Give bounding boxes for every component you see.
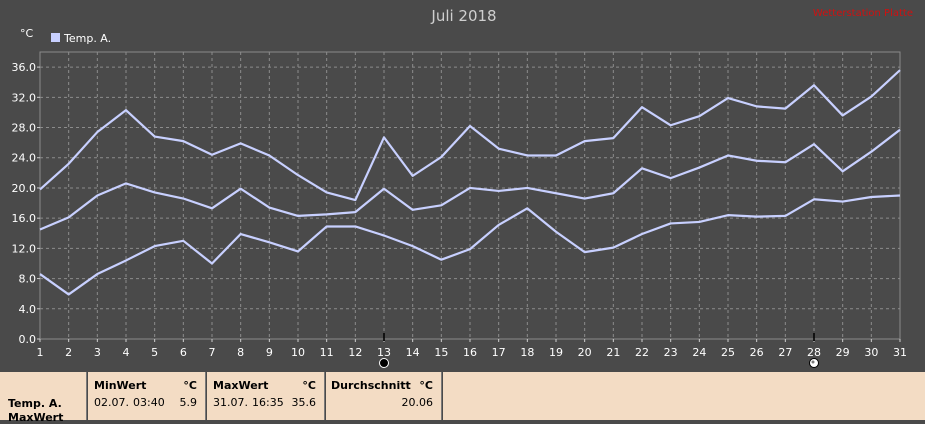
- legend-swatch: [51, 33, 60, 42]
- x-tick-label: 9: [266, 346, 273, 359]
- series-line-avg: [39, 128, 901, 231]
- x-tick-label: 1: [37, 346, 44, 359]
- x-tick-label: 13: [377, 346, 391, 359]
- full-moon-crater: [811, 360, 815, 364]
- chart-area: Juli 2018 Wetterstation Platte °C Temp. …: [12, 7, 913, 368]
- x-tick-label: 15: [434, 346, 448, 359]
- x-tick-label: 25: [721, 346, 735, 359]
- avg-title: Durchschnitt: [331, 379, 411, 392]
- avg-panel: Durchschnitt °C 20.06: [326, 372, 442, 420]
- x-tick-label: 22: [635, 346, 649, 359]
- x-tick-label: 19: [549, 346, 563, 359]
- x-tick-label: 20: [578, 346, 592, 359]
- min-time: 03:40: [133, 396, 165, 409]
- max-time: 16:35: [252, 396, 284, 409]
- plot-frame: [39, 51, 901, 340]
- max-date: 31.07.: [213, 396, 248, 409]
- max-unit: °C: [302, 379, 316, 392]
- x-tick-label: 31: [893, 346, 907, 359]
- x-tick-label: 12: [348, 346, 362, 359]
- min-panel: MinWert °C 02.07. 03:40 5.9: [88, 372, 206, 420]
- min-value: 5.9: [179, 396, 198, 409]
- min-title: MinWert: [94, 379, 147, 392]
- x-tick-label: 16: [463, 346, 477, 359]
- x-tick-label: 29: [836, 346, 850, 359]
- series-line-min: [39, 194, 901, 296]
- legend-label: Temp. A.: [63, 32, 111, 45]
- summary-label-panel: Temp. A. MaxWert: [0, 372, 87, 424]
- x-tick-label: 18: [520, 346, 534, 359]
- x-tick-label: 7: [209, 346, 216, 359]
- grid: [39, 51, 901, 340]
- x-tick-label: 4: [123, 346, 130, 359]
- x-tick-label: 24: [692, 346, 706, 359]
- new-moon-icon: [379, 358, 389, 368]
- y-tick-label: 12.0: [12, 242, 37, 255]
- y-tick-label: 0.0: [19, 333, 37, 346]
- x-tick-label: 30: [864, 346, 878, 359]
- summary-row-label: Temp. A.: [8, 397, 62, 410]
- x-tick-label: 6: [180, 346, 187, 359]
- y-tick-label: 32.0: [12, 91, 37, 104]
- y-tick-label: 24.0: [12, 152, 37, 165]
- x-tick-label: 23: [664, 346, 678, 359]
- x-tick-label: 21: [606, 346, 620, 359]
- summary-footer: Temp. A. MaxWert MinWert °C 02.07. 03:40…: [0, 370, 925, 424]
- y-tick-label: 28.0: [12, 122, 37, 135]
- moon-markers: [379, 333, 819, 368]
- x-tick-label: 10: [291, 346, 305, 359]
- x-tick-label: 27: [778, 346, 792, 359]
- min-date: 02.07.: [94, 396, 129, 409]
- x-tick-label: 28: [807, 346, 821, 359]
- x-tick-label: 3: [94, 346, 101, 359]
- summary-row-sublabel: MaxWert: [8, 411, 64, 424]
- series-line-max: [39, 69, 901, 202]
- x-tick-label: 17: [492, 346, 506, 359]
- x-tick-label: 26: [750, 346, 764, 359]
- max-panel: MaxWert °C 31.07. 16:35 35.6: [207, 372, 325, 420]
- avg-unit: °C: [419, 379, 433, 392]
- min-unit: °C: [183, 379, 197, 392]
- y-tick-label: 4.0: [19, 303, 37, 316]
- x-tick-label: 11: [320, 346, 334, 359]
- y-tick-label: 20.0: [12, 182, 37, 195]
- temperature-chart: Juli 2018 Wetterstation Platte °C Temp. …: [12, 7, 913, 368]
- x-tick-label: 5: [151, 346, 158, 359]
- axes: 1 2 3 4 5 6 7 8 9 10 11 12 13 14 15 16 17 18 19 20 21 22 23 24 2…: [12, 61, 908, 359]
- y-axis-unit: °C: [20, 27, 34, 40]
- series-layer: [39, 69, 901, 296]
- y-tick-label: 8.0: [19, 273, 37, 286]
- x-tick-label: 8: [237, 346, 244, 359]
- max-value: 35.6: [291, 396, 317, 409]
- chart-title: Juli 2018: [430, 7, 496, 25]
- max-title: MaxWert: [213, 379, 269, 392]
- empty-panel: [443, 372, 925, 420]
- x-tick-label: 2: [65, 346, 72, 359]
- avg-value: 20.06: [401, 396, 434, 409]
- station-watermark: Wetterstation Platte: [813, 8, 913, 19]
- x-tick-label: 14: [406, 346, 420, 359]
- y-tick-label: 16.0: [12, 212, 37, 225]
- y-tick-label: 36.0: [12, 61, 37, 74]
